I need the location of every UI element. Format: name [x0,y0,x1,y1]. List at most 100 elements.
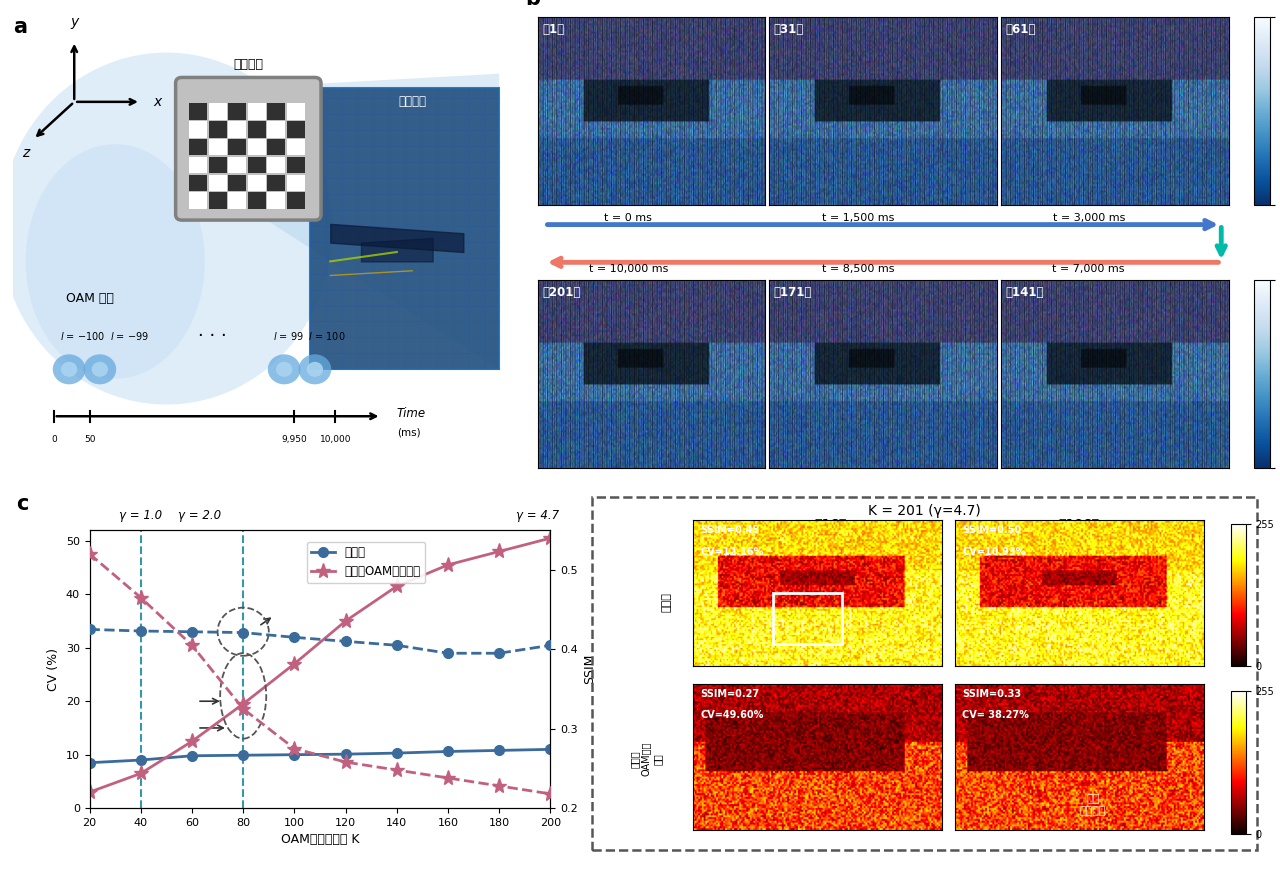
Text: 微信
光行天下: 微信 光行天下 [1079,794,1106,816]
Bar [228,139,246,156]
Circle shape [52,355,86,384]
Text: 第1帧: 第1帧 [543,23,564,36]
Text: (ms): (ms) [397,428,420,438]
Polygon shape [310,88,499,369]
Bar [209,192,227,209]
Text: t = 0 ms: t = 0 ms [604,213,653,223]
Bar [189,192,207,209]
Bar [287,103,305,120]
Bar [248,103,266,120]
Bar [228,121,246,137]
Bar [189,156,207,173]
Bar [248,175,266,191]
Bar [209,121,227,137]
Text: 0: 0 [51,435,56,444]
Bar [268,175,285,191]
Text: SSIM=0.50: SSIM=0.50 [963,525,1021,534]
Ellipse shape [0,53,333,405]
Text: CV=10.93%: CV=10.93% [963,547,1025,556]
Bar [209,103,227,120]
Text: CV=49.60%: CV=49.60% [700,711,764,720]
Text: Time: Time [397,408,426,421]
Bar [248,192,266,209]
Text: SSIM=0.33: SSIM=0.33 [963,688,1021,699]
Bar [248,139,266,156]
Text: γ = 4.7: γ = 4.7 [516,509,559,522]
Text: b: b [525,0,540,9]
Text: 本方法: 本方法 [660,593,671,612]
Legend: 本方法, 复振幅OAM全息方法: 本方法, 复振幅OAM全息方法 [307,541,425,583]
Text: 第61帧: 第61帧 [1006,23,1036,36]
Text: K = 201 (γ=4.7): K = 201 (γ=4.7) [868,504,982,518]
Y-axis label: CV (%): CV (%) [47,647,60,691]
Circle shape [61,362,77,377]
Text: 9,950: 9,950 [282,435,307,444]
Text: OAM 光束: OAM 光束 [65,293,114,305]
Text: 数字微镜: 数字微镜 [233,58,264,70]
Y-axis label: SSIM: SSIM [584,654,596,684]
Text: · · ·: · · · [198,328,227,346]
Text: CV= 38.27%: CV= 38.27% [963,711,1029,720]
Bar [209,156,227,173]
Ellipse shape [26,144,205,379]
Bar [268,192,285,209]
Text: 第106帧: 第106帧 [1059,519,1100,532]
Text: γ = 1.0: γ = 1.0 [119,509,163,522]
Bar [228,192,246,209]
Text: SSIM=0.45: SSIM=0.45 [700,525,759,534]
Text: y: y [70,15,78,29]
Bar [189,103,207,120]
Text: $l$ = −100  $l$ = −99: $l$ = −100 $l$ = −99 [60,330,150,342]
Bar [268,121,285,137]
Bar [287,192,305,209]
Circle shape [276,362,292,377]
Circle shape [268,355,301,384]
Bar [189,139,207,156]
Bar [209,139,227,156]
Bar [248,156,266,173]
Text: CV=12.16%: CV=12.16% [700,547,764,556]
Bar [228,175,246,191]
Bar [268,103,285,120]
Text: t = 1,500 ms: t = 1,500 ms [822,213,895,223]
Text: t = 10,000 ms: t = 10,000 ms [589,264,668,274]
Bar [773,594,842,645]
Text: 第141帧: 第141帧 [1006,286,1044,299]
Circle shape [83,355,116,384]
Bar [189,175,207,191]
X-axis label: OAM复用通道数 K: OAM复用通道数 K [280,833,360,846]
Text: 第201帧: 第201帧 [543,286,581,299]
Text: c: c [15,494,28,514]
Bar [228,156,246,173]
Bar [189,121,207,137]
Text: $l$ = 99  $l$ = 100: $l$ = 99 $l$ = 100 [274,330,346,342]
Polygon shape [243,74,499,369]
Text: 重建图像: 重建图像 [398,96,426,109]
Bar [209,175,227,191]
Circle shape [298,355,332,384]
Text: 第171帧: 第171帧 [774,286,813,299]
Circle shape [307,362,323,377]
Text: 10,000: 10,000 [320,435,351,444]
Bar [268,139,285,156]
Bar [287,156,305,173]
Text: 50: 50 [84,435,95,444]
Text: 第31帧: 第31帧 [774,23,804,36]
Bar [287,121,305,137]
Bar [248,121,266,137]
Text: SSIM=0.27: SSIM=0.27 [700,688,759,699]
Text: x: x [154,95,161,109]
Text: t = 7,000 ms: t = 7,000 ms [1052,264,1125,274]
Text: t = 8,500 ms: t = 8,500 ms [822,264,895,274]
Text: z: z [22,146,29,161]
Bar [287,175,305,191]
Bar [228,103,246,120]
Text: t = 3,000 ms: t = 3,000 ms [1052,213,1125,223]
Bar [287,139,305,156]
Circle shape [92,362,108,377]
Bar [268,156,285,173]
Text: 复振幅
OAM全息
方法: 复振幅 OAM全息 方法 [630,742,663,776]
FancyBboxPatch shape [175,77,321,220]
Text: a: a [13,17,27,37]
Text: γ = 2.0: γ = 2.0 [178,509,221,522]
